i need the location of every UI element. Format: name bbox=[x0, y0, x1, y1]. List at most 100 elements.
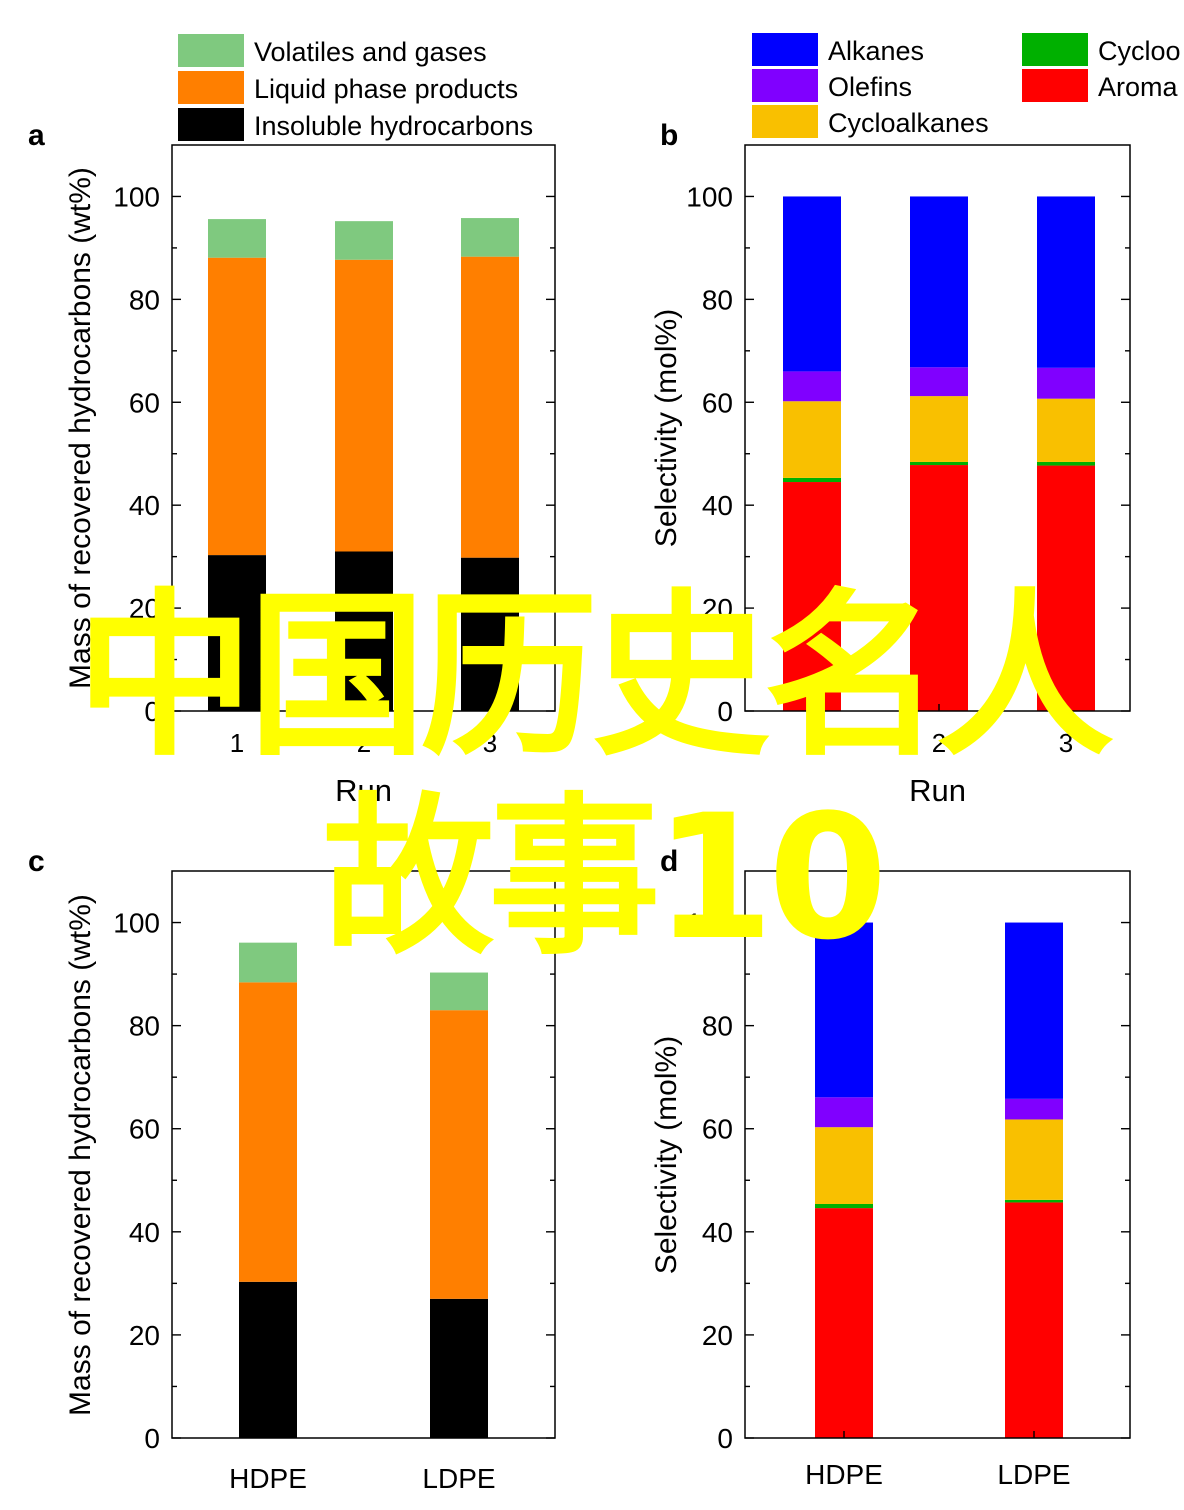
bar-segment bbox=[1005, 1199, 1063, 1203]
bar-segment bbox=[430, 972, 488, 1011]
bar-segment bbox=[910, 196, 968, 368]
x-tick-label: LDPE bbox=[422, 1463, 495, 1494]
y-tick-label: 20 bbox=[129, 593, 160, 624]
y-tick-label: 0 bbox=[144, 696, 160, 727]
bar-segment bbox=[815, 1097, 873, 1128]
y-axis-title: Mass of recovered hydrocarbons (wt%) bbox=[64, 167, 97, 689]
y-axis-title: Mass of recovered hydrocarbons (wt%) bbox=[64, 894, 97, 1416]
y-tick-label: 100 bbox=[113, 181, 160, 212]
plot-frame bbox=[171, 870, 556, 1439]
panel-d: 0 20 40 60 80 100 HDPE LDPE Selectivity (mol%) d bbox=[650, 845, 1131, 1490]
bar-segment bbox=[1005, 1119, 1063, 1200]
plot-frame bbox=[744, 870, 1131, 1439]
bar-segment bbox=[815, 922, 873, 1098]
panel-c: 0 20 40 60 80 100 HDPE LDPE Mass of recovered hy… bbox=[28, 845, 556, 1494]
y-tick-label: 100 bbox=[113, 908, 160, 939]
legend-swatch bbox=[752, 33, 818, 66]
legend-label: Aroma bbox=[1098, 72, 1179, 102]
x-tick-label: 1 bbox=[230, 728, 244, 758]
bar-segment bbox=[1005, 1098, 1063, 1120]
y-tick-label: 0 bbox=[717, 696, 733, 727]
legend-swatch bbox=[752, 105, 818, 138]
bar-segment bbox=[910, 367, 968, 397]
y-tick-label: 80 bbox=[702, 284, 733, 315]
x-tick-label: 3 bbox=[1059, 728, 1073, 758]
y-axis-title: Selectivity (mol%) bbox=[650, 1036, 683, 1274]
y-tick-label: 0 bbox=[717, 1423, 733, 1454]
y-tick-label: 60 bbox=[129, 1114, 160, 1145]
legend-label: Liquid phase products bbox=[254, 74, 518, 104]
bar-segment bbox=[461, 218, 519, 257]
bar-segment bbox=[1037, 196, 1095, 368]
x-tick-label: HDPE bbox=[805, 1459, 883, 1490]
bar-segment bbox=[783, 401, 841, 478]
x-tick-label: HDPE bbox=[229, 1463, 307, 1494]
legend-swatch bbox=[1022, 69, 1088, 102]
bar-segment bbox=[783, 196, 841, 372]
bar-segment bbox=[335, 221, 393, 260]
y-axis-title: Selectivity (mol%) bbox=[650, 309, 683, 547]
bar-segment bbox=[430, 1010, 488, 1299]
legend-label: Cycloalkanes bbox=[828, 108, 989, 138]
bar-segment bbox=[239, 942, 297, 983]
y-tick-label: 100 bbox=[686, 908, 733, 939]
bar-segment bbox=[1037, 367, 1095, 399]
bar-segment bbox=[783, 371, 841, 402]
bar-segment bbox=[208, 219, 266, 258]
bar-segment bbox=[208, 555, 266, 711]
panel-b: 0 20 40 60 80 100 1 2 3 Run Selectivity (mol%) b bbox=[650, 119, 1131, 808]
bar-segment bbox=[815, 1203, 873, 1209]
bar-segment bbox=[910, 465, 968, 711]
bar-segment bbox=[1037, 398, 1095, 462]
y-tick-label: 40 bbox=[129, 490, 160, 521]
bar-segment bbox=[335, 551, 393, 711]
x-tick-label: 1 bbox=[805, 728, 819, 758]
watermark-title-line1: 中国历史名人 bbox=[76, 573, 1114, 780]
bar-segment bbox=[783, 477, 841, 483]
y-tick-label: 100 bbox=[686, 181, 733, 212]
panel-letter: b bbox=[660, 119, 678, 152]
legend-swatch bbox=[1022, 33, 1088, 66]
plot-frame bbox=[744, 144, 1131, 712]
legend-swatch bbox=[752, 69, 818, 102]
x-tick-label: 2 bbox=[357, 728, 371, 758]
y-tick-label: 20 bbox=[129, 1320, 160, 1351]
x-axis-title: Run bbox=[909, 773, 966, 808]
bar-segment bbox=[335, 259, 393, 552]
bar-segment bbox=[910, 461, 968, 466]
y-tick-label: 40 bbox=[129, 1217, 160, 1248]
legend-swatch bbox=[178, 71, 244, 104]
bar-segment bbox=[430, 1298, 488, 1438]
y-tick-label: 40 bbox=[702, 1217, 733, 1248]
legend-label: Insoluble hydrocarbons bbox=[254, 111, 533, 141]
bar-segment bbox=[1037, 461, 1095, 466]
y-tick-label: 80 bbox=[702, 1011, 733, 1042]
legend-label: Cycloo bbox=[1098, 36, 1181, 66]
legend-swatch bbox=[178, 34, 244, 67]
legend-label: Olefins bbox=[828, 72, 912, 102]
panel-a: 0 20 40 60 80 100 1 2 3 Run Mass of recovered hydr… bbox=[28, 119, 556, 808]
x-tick-label: 2 bbox=[932, 728, 946, 758]
legend-label: Volatiles and gases bbox=[254, 37, 487, 67]
watermark-title-line2: 故事10 bbox=[322, 777, 887, 978]
y-tick-label: 80 bbox=[129, 284, 160, 315]
y-tick-label: 80 bbox=[129, 1011, 160, 1042]
y-tick-label: 0 bbox=[144, 1423, 160, 1454]
bar-segment bbox=[1005, 1202, 1063, 1438]
bar-segment bbox=[208, 257, 266, 556]
legend-label: Alkanes bbox=[828, 36, 924, 66]
y-tick-label: 60 bbox=[702, 1114, 733, 1145]
bar-segment bbox=[1037, 465, 1095, 711]
y-tick-label: 20 bbox=[702, 1320, 733, 1351]
panel-letter: a bbox=[28, 119, 45, 152]
legend-b: Alkanes Olefins Cycloalkanes Cycloo Aroma bbox=[752, 33, 1181, 138]
bar-segment bbox=[783, 482, 841, 711]
legend-swatch bbox=[178, 108, 244, 141]
bar-segment bbox=[815, 1127, 873, 1204]
panel-letter: c bbox=[28, 845, 45, 878]
x-tick-label: LDPE bbox=[997, 1459, 1070, 1490]
bar-segment bbox=[815, 1208, 873, 1438]
bar-segment bbox=[239, 982, 297, 1282]
bar-segment bbox=[461, 557, 519, 711]
